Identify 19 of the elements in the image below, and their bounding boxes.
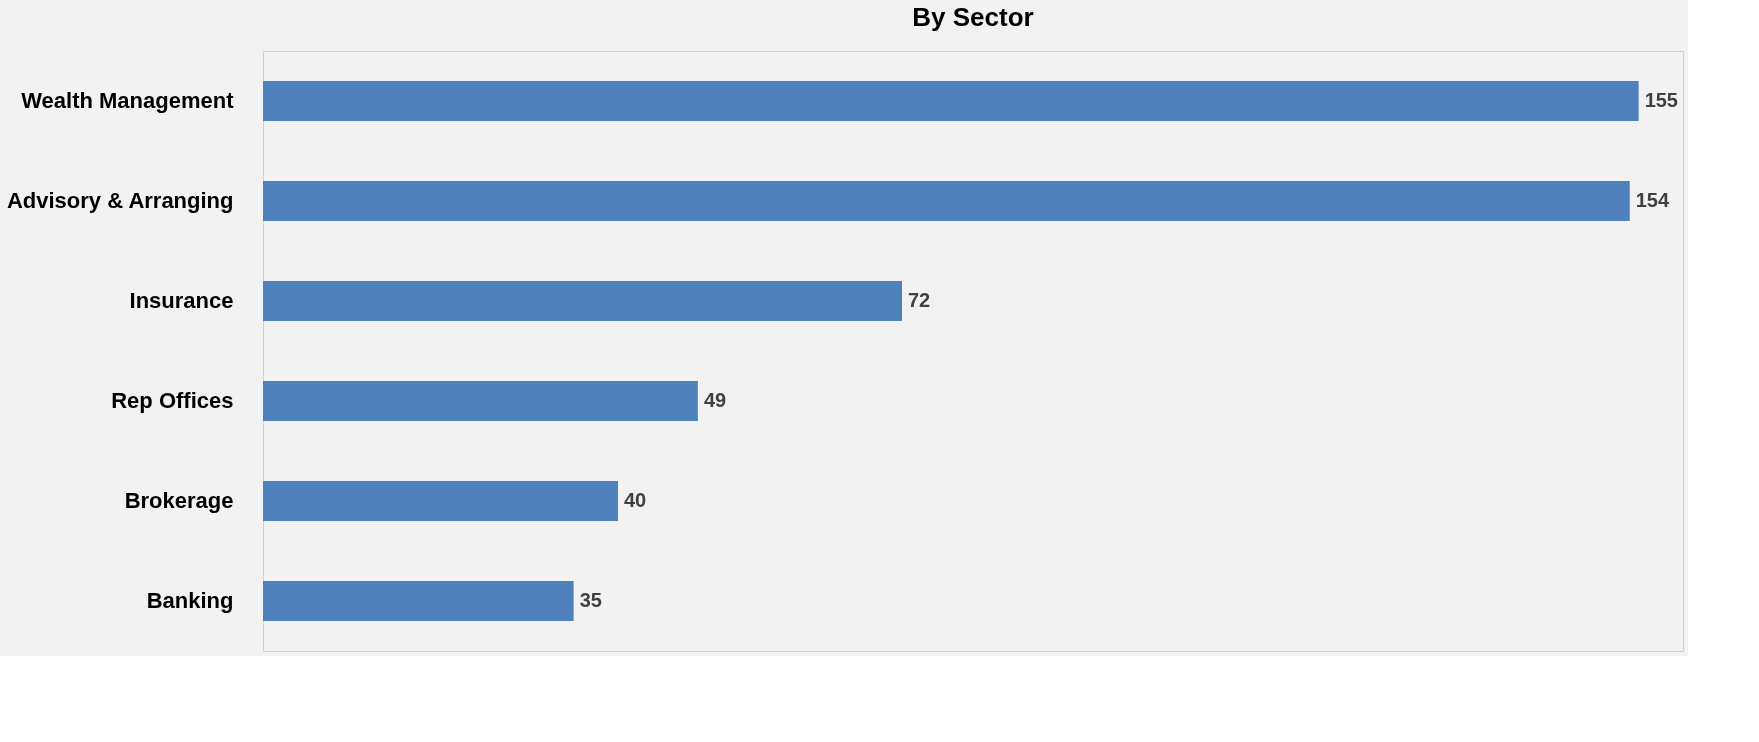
y-tick-label: Rep Offices	[111, 388, 234, 413]
bar	[263, 181, 1630, 221]
y-tick-label: Banking	[146, 588, 234, 613]
data-label: 35	[579, 589, 602, 611]
bar	[263, 581, 574, 621]
y-tick-label: Brokerage	[124, 488, 234, 513]
y-tick-label: Wealth Management	[21, 88, 235, 113]
y-tick-label: Insurance	[129, 288, 234, 313]
chart-title: By Sector	[912, 2, 1034, 32]
data-label: 155	[1644, 89, 1678, 111]
data-label: 49	[703, 389, 727, 411]
data-label: 72	[908, 289, 931, 311]
bar	[263, 281, 902, 321]
data-label: 154	[1635, 189, 1670, 211]
data-label: 40	[624, 489, 647, 511]
bar	[263, 81, 1639, 121]
bar	[263, 381, 698, 421]
bar	[263, 481, 618, 521]
y-tick-label: Advisory & Arranging	[6, 188, 234, 213]
